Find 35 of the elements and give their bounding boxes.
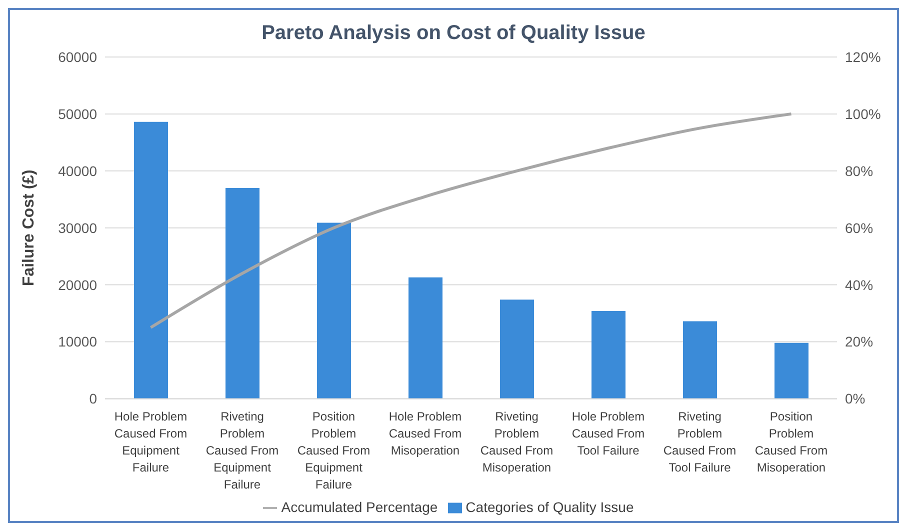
y-axis-title: Failure Cost (£) bbox=[20, 170, 38, 286]
bar bbox=[683, 321, 717, 399]
bar bbox=[774, 342, 808, 399]
bar bbox=[134, 122, 168, 399]
legend-label: Categories of Quality Issue bbox=[466, 498, 634, 515]
x-tick-label: Position Problem Caused From Misoperation bbox=[754, 410, 828, 475]
x-tick-label: Riveting Problem Caused From Equipment Failure bbox=[206, 410, 279, 492]
bar bbox=[592, 311, 626, 399]
y-tick-label: 10000 bbox=[58, 334, 98, 350]
y2-tick-label: 20% bbox=[845, 334, 874, 350]
x-tick-label: Riveting Problem Caused From Tool Failure bbox=[663, 410, 736, 475]
y2-tick-label: 40% bbox=[845, 276, 874, 293]
y-tick-label: 30000 bbox=[58, 220, 98, 236]
bar bbox=[317, 222, 351, 399]
legend-label: Accumulated Percentage bbox=[281, 498, 438, 515]
x-tick-label: Position Problem Caused From Equipment Failure bbox=[297, 410, 370, 492]
y-tick-label: 20000 bbox=[58, 276, 98, 293]
y-tick-label: 0 bbox=[89, 390, 98, 407]
bar bbox=[226, 188, 260, 399]
y-tick-label: 60000 bbox=[58, 48, 98, 65]
y2-tick-label: 60% bbox=[845, 220, 874, 236]
x-tick-label: Hole Problem Caused From Misoperation bbox=[388, 410, 462, 458]
y2-tick-label: 120% bbox=[845, 48, 881, 65]
y2-tick-label: 0% bbox=[845, 390, 866, 407]
y-tick-label: 50000 bbox=[58, 106, 98, 122]
y2-tick-label: 100% bbox=[845, 106, 881, 122]
y2-tick-label: 80% bbox=[845, 162, 874, 179]
bar bbox=[408, 277, 442, 399]
line-series bbox=[149, 112, 793, 330]
bar bbox=[500, 300, 534, 399]
x-tick-label: Riveting Problem Caused From Misoperation bbox=[480, 410, 554, 475]
x-tick-label: Hole Problem Caused From Tool Failure bbox=[572, 410, 645, 458]
chart-title: Pareto Analysis on Cost of Quality Issue bbox=[260, 22, 646, 45]
x-tick-label: Hole Problem Caused From Equipment Failure bbox=[114, 410, 188, 475]
y-tick-label: 40000 bbox=[58, 162, 98, 179]
